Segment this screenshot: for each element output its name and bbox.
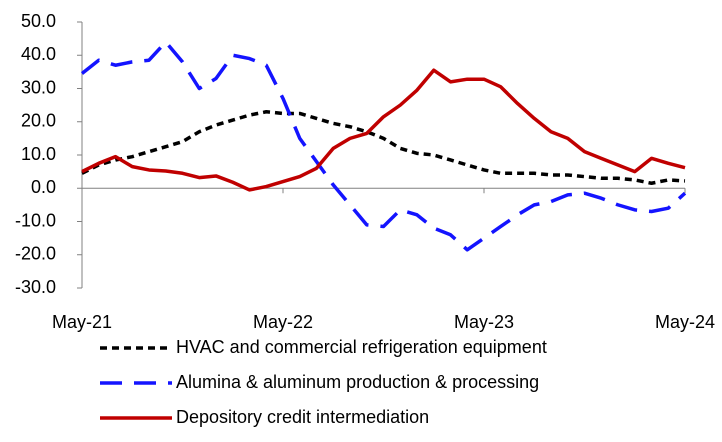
legend-label: HVAC and commercial refrigeration equipm… bbox=[176, 337, 547, 357]
legend-label: Alumina & aluminum production & processi… bbox=[176, 372, 539, 392]
x-tick-label: May-24 bbox=[655, 312, 715, 332]
line-series bbox=[80, 40, 687, 252]
line-series bbox=[81, 68, 686, 192]
y-tick-label: 50.0 bbox=[21, 11, 56, 31]
y-tick-label: -20.0 bbox=[15, 244, 56, 264]
y-tick-label: 30.0 bbox=[21, 77, 56, 97]
line-series bbox=[81, 110, 686, 186]
y-tick-label: 40.0 bbox=[21, 44, 56, 64]
y-tick-label: 0.0 bbox=[31, 177, 56, 197]
y-tick-label: -30.0 bbox=[15, 277, 56, 297]
y-tick-label: 10.0 bbox=[21, 144, 56, 164]
x-tick-label: May-22 bbox=[253, 312, 313, 332]
x-tick-label: May-23 bbox=[454, 312, 514, 332]
x-tick-label: May-21 bbox=[52, 312, 112, 332]
y-tick-label: 20.0 bbox=[21, 111, 56, 131]
legend-label: Depository credit intermediation bbox=[176, 407, 429, 427]
y-tick-label: -10.0 bbox=[15, 210, 56, 230]
